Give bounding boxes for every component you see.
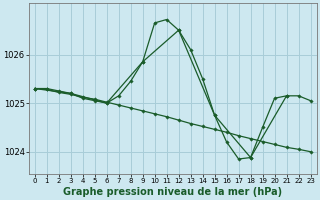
X-axis label: Graphe pression niveau de la mer (hPa): Graphe pression niveau de la mer (hPa) [63, 187, 282, 197]
